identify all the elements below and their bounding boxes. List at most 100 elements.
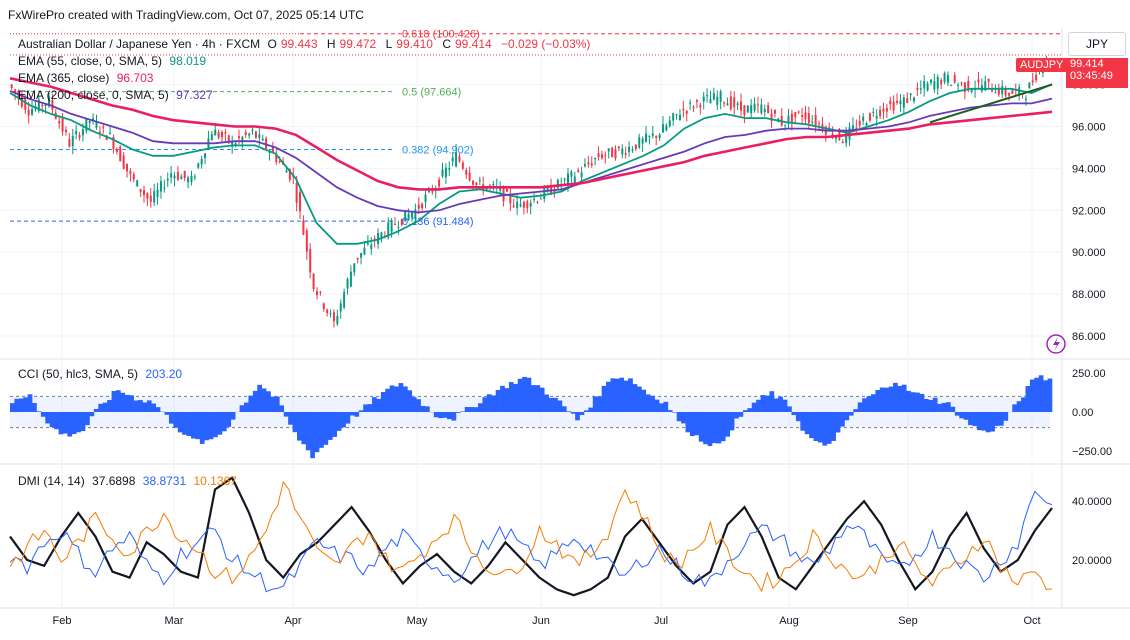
candle-body bbox=[929, 79, 932, 83]
candle-body bbox=[855, 127, 858, 130]
cci-bar bbox=[270, 396, 276, 412]
candle-body bbox=[614, 149, 617, 159]
candle-body bbox=[678, 114, 681, 120]
price-axis-label: 86.000 bbox=[1072, 331, 1106, 343]
candle-body bbox=[227, 135, 230, 143]
cci-bar bbox=[963, 412, 969, 420]
cci-bar bbox=[394, 386, 399, 412]
candle-body bbox=[977, 79, 980, 83]
candle-body bbox=[926, 83, 929, 91]
candle-body bbox=[1011, 90, 1014, 94]
candle-body bbox=[472, 180, 475, 185]
candle-body bbox=[892, 101, 895, 111]
cci-axis-label: −250.00 bbox=[1072, 446, 1112, 458]
cci-bar bbox=[968, 412, 973, 426]
candle-body bbox=[845, 131, 848, 144]
cci-bar bbox=[372, 397, 377, 412]
candle-body bbox=[648, 135, 651, 138]
cci-bar bbox=[756, 399, 761, 412]
candle-body bbox=[455, 152, 458, 167]
time-axis-label: Mar bbox=[165, 615, 184, 627]
candle-body bbox=[58, 121, 61, 124]
fib-level-label: 0.382 (94.902) bbox=[402, 144, 474, 156]
cci-bar bbox=[491, 395, 496, 412]
cci-bar bbox=[751, 402, 757, 412]
cci-bar bbox=[208, 412, 214, 440]
cci-bar bbox=[10, 403, 15, 412]
candle-body bbox=[590, 163, 593, 166]
cci-bar bbox=[279, 405, 285, 412]
ema365-legend[interactable]: EMA (365, close) 96.703 bbox=[18, 71, 157, 85]
symbol-legend[interactable]: Australian Dollar / Japanese Yen · 4h · … bbox=[18, 37, 591, 51]
cci-bar bbox=[990, 412, 995, 432]
candle-body bbox=[818, 123, 821, 125]
candle-body bbox=[624, 153, 627, 155]
ema55-legend[interactable]: EMA (55, close, 0, SMA, 5) 98.019 bbox=[18, 54, 210, 68]
high-value: 99.472 bbox=[339, 37, 377, 51]
candle-body bbox=[526, 201, 529, 209]
dmi-legend[interactable]: DMI (14, 14) 37.6898 38.8731 10.1367 bbox=[18, 474, 241, 488]
candle-body bbox=[261, 138, 264, 141]
candle-body bbox=[414, 209, 417, 219]
candle-body bbox=[546, 186, 549, 192]
alert-icon[interactable] bbox=[1046, 334, 1066, 354]
cci-bar bbox=[1038, 375, 1044, 412]
currency-button[interactable]: JPY bbox=[1068, 32, 1126, 56]
cci-bar bbox=[875, 390, 881, 412]
cci-bar bbox=[778, 396, 783, 412]
cci-bar bbox=[257, 384, 262, 412]
cci-bar bbox=[486, 394, 492, 412]
candle-body bbox=[699, 104, 702, 108]
cci-bar bbox=[363, 404, 368, 412]
cci-bar bbox=[323, 412, 329, 445]
candle-body bbox=[672, 113, 675, 121]
candle-body bbox=[991, 89, 994, 92]
candle-body bbox=[634, 144, 637, 150]
candle-body bbox=[68, 139, 71, 147]
cci-bar bbox=[809, 412, 814, 439]
candle-body bbox=[315, 291, 318, 296]
candle-body bbox=[733, 97, 736, 108]
candle-body bbox=[587, 162, 590, 165]
candle-body bbox=[244, 132, 247, 135]
cci-bar bbox=[795, 412, 801, 422]
cci-bar bbox=[500, 385, 505, 412]
candle-body bbox=[302, 220, 305, 235]
candle-body bbox=[271, 146, 274, 153]
ema200-legend[interactable]: EMA (200, close, 0, SMA, 5) 97.327 bbox=[18, 88, 217, 102]
cci-bar bbox=[712, 412, 717, 444]
cci-bar bbox=[1034, 377, 1040, 412]
cci-bar bbox=[89, 412, 95, 417]
cci-bar bbox=[707, 412, 713, 447]
candle-body bbox=[953, 75, 956, 83]
cci-legend[interactable]: CCI (50, hlc3, SMA, 5) 203.20 bbox=[18, 367, 186, 381]
price-axis-label: 88.000 bbox=[1072, 289, 1106, 301]
candle-body bbox=[237, 136, 240, 139]
candle-body bbox=[387, 222, 390, 238]
candle-body bbox=[468, 172, 471, 181]
candle-body bbox=[743, 105, 746, 116]
cci-bar bbox=[67, 412, 73, 437]
cci-bar bbox=[310, 412, 315, 459]
candle-body bbox=[1028, 82, 1031, 89]
cci-bar bbox=[941, 402, 947, 412]
candle-body bbox=[797, 111, 800, 113]
candle-body bbox=[64, 130, 67, 133]
candle-body bbox=[790, 113, 793, 124]
candle-body bbox=[645, 133, 648, 142]
symbol-name: Australian Dollar / Japanese Yen · 4h · … bbox=[18, 37, 261, 51]
cci-bar bbox=[831, 412, 836, 441]
cci-bar bbox=[734, 412, 739, 419]
candle-body bbox=[628, 146, 631, 153]
candle-body bbox=[573, 176, 576, 183]
cci-bar bbox=[98, 403, 104, 412]
candle-body bbox=[421, 203, 424, 209]
candle-body bbox=[896, 100, 899, 103]
candle-body bbox=[81, 129, 84, 136]
candle-body bbox=[597, 153, 600, 158]
candle-body bbox=[638, 137, 641, 148]
candle-body bbox=[746, 105, 749, 113]
price-axis-label: 94.000 bbox=[1072, 163, 1106, 175]
candle-body bbox=[804, 112, 807, 120]
